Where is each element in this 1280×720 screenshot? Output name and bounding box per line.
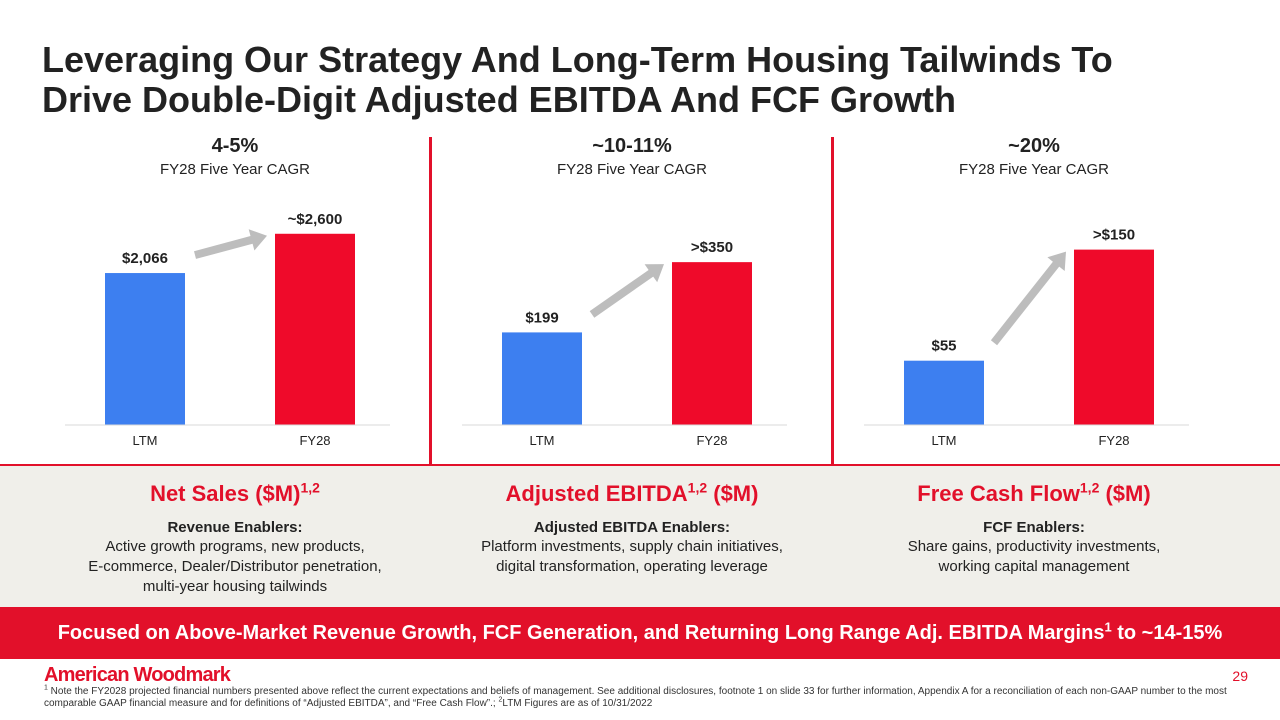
adjusted-ebitda-enablers: Adjusted EBITDA1,2 ($M) Adjusted EBITDA …: [432, 480, 832, 577]
free-cash-flow-enablers-title: FCF Enablers:: [983, 519, 1085, 536]
free-cash-flow-data-label-fy28: >$150: [1093, 227, 1135, 244]
page-number: 29: [1232, 668, 1248, 684]
net-sales-chart: $2,066 LTM ~$2,600 FY28: [65, 211, 390, 448]
free-cash-flow-cagr: ~20%: [1008, 135, 1060, 157]
adjusted-ebitda-data-label-ltm: $199: [525, 309, 558, 326]
adjusted-ebitda-bar-ltm: [502, 332, 582, 425]
adjusted-ebitda-heading: Adjusted EBITDA1,2 ($M): [505, 479, 759, 506]
net-sales-heading-footnote: 1,2: [300, 479, 320, 496]
panel-divider-1: [429, 137, 432, 465]
net-sales-growth-arrow-icon: [194, 229, 267, 259]
free-cash-flow-heading: Free Cash Flow1,2 ($M): [917, 479, 1151, 506]
title-line-2: Drive Double-Digit Adjusted EBITDA And F…: [42, 79, 956, 120]
free-cash-flow-heading-footnote: 1,2: [1079, 479, 1100, 496]
adjusted-ebitda-panel: $199 LTM >$350 FY28 ~10-11% FY28 Five Year …: [432, 135, 832, 465]
net-sales-category-label-fy28: FY28: [299, 433, 330, 448]
net-sales-enablers: Net Sales ($M)1,2 Revenue Enablers: Acti…: [35, 480, 435, 597]
free-cash-flow-cagr-label: FY28 Five Year CAGR: [958, 161, 1110, 178]
net-sales-enablers-text: Active growth programs, new products, E-…: [88, 538, 382, 595]
net-sales-panel: $2,066 LTM ~$2,600 FY28 4-5% FY28 Five Year…: [35, 135, 435, 465]
net-sales-cagr: 4-5%: [211, 135, 259, 157]
free-cash-flow-bar-ltm: [904, 360, 984, 425]
net-sales-bar-ltm: [105, 273, 185, 425]
adjusted-ebitda-bar-fy28: [672, 262, 752, 425]
free-cash-flow-enablers: Free Cash Flow1,2 ($M) FCF Enablers: Sha…: [834, 480, 1234, 577]
free-cash-flow-panel: $55 LTM >$150 FY28 ~20% FY28 Five Year CAGR: [834, 135, 1234, 465]
free-cash-flow-category-label-ltm: LTM: [931, 433, 956, 448]
net-sales-heading: Net Sales ($M)1,2: [150, 479, 320, 506]
free-cash-flow-growth-arrow-icon: [990, 251, 1066, 346]
title-line-1: Leveraging Our Strategy And Long-Term Ho…: [42, 39, 1113, 80]
net-sales-cagr-label: FY28 Five Year CAGR: [159, 161, 311, 178]
adjusted-ebitda-cagr: ~10-11%: [592, 135, 672, 157]
net-sales-data-label-fy28: ~$2,600: [288, 211, 343, 228]
page-title: Leveraging Our Strategy And Long-Term Ho…: [42, 40, 1242, 120]
enablers-band: Net Sales ($M)1,2 Revenue Enablers: Acti…: [0, 464, 1280, 608]
adjusted-ebitda-enablers-text: Platform investments, supply chain initi…: [481, 538, 783, 575]
adjusted-ebitda-data-label-fy28: >$350: [691, 239, 733, 256]
free-cash-flow-enablers-text: Share gains, productivity investments, w…: [907, 538, 1161, 575]
net-sales-bar-fy28: [275, 233, 355, 425]
company-logo: American Woodmark: [44, 664, 231, 686]
adjusted-ebitda-enablers-title: Adjusted EBITDA Enablers:: [533, 519, 731, 536]
net-sales-enablers-title: Revenue Enablers:: [167, 519, 303, 536]
footnote: 1 Note the FY2028 projected financial nu…: [44, 684, 1227, 709]
adjusted-ebitda-growth-arrow-icon: [589, 264, 664, 318]
free-cash-flow-category-label-fy28: FY28: [1098, 433, 1129, 448]
adjusted-ebitda-chart: $199 LTM >$350 FY28: [462, 239, 787, 448]
net-sales-category-label-ltm: LTM: [132, 433, 157, 448]
free-cash-flow-chart: $55 LTM >$150 FY28: [864, 227, 1189, 448]
net-sales-data-label-ltm: $2,066: [122, 250, 168, 267]
free-cash-flow-data-label-ltm: $55: [931, 338, 956, 355]
focus-banner: Focused on Above-Market Revenue Growth, …: [0, 607, 1280, 659]
adjusted-ebitda-category-label-ltm: LTM: [529, 433, 554, 448]
panel-divider-2: [831, 137, 834, 465]
adjusted-ebitda-cagr-label: FY28 Five Year CAGR: [556, 161, 708, 178]
adjusted-ebitda-heading-footnote: 1,2: [687, 479, 708, 496]
free-cash-flow-bar-fy28: [1074, 249, 1154, 425]
adjusted-ebitda-category-label-fy28: FY28: [696, 433, 727, 448]
